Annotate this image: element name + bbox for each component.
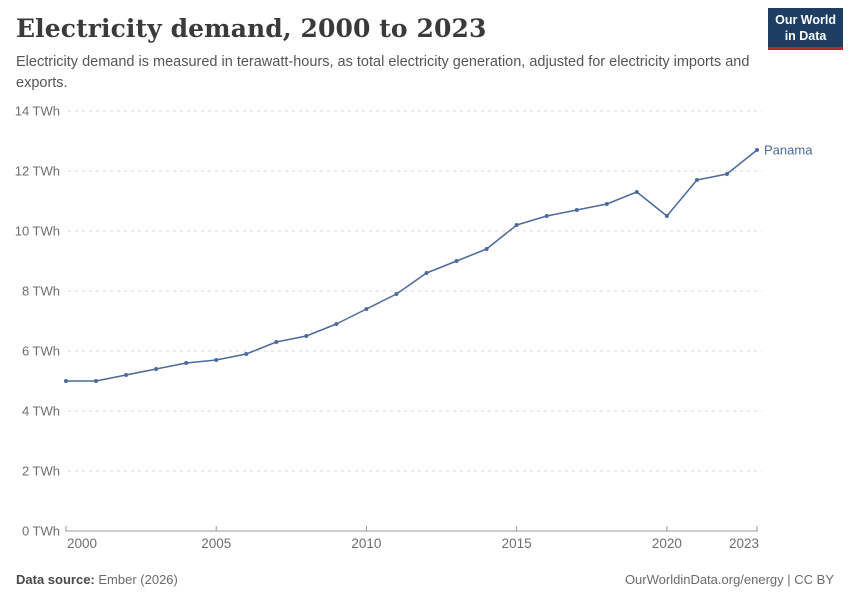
chart-title: Electricity demand, 2000 to 2023 <box>16 14 487 43</box>
x-axis-tick-label: 2005 <box>201 536 231 551</box>
data-source: Data source: Ember (2026) <box>16 572 178 587</box>
data-point[interactable] <box>184 361 189 365</box>
data-point[interactable] <box>694 178 699 182</box>
y-axis-tick-label: 14 TWh <box>15 104 60 119</box>
y-axis-tick-label: 8 TWh <box>22 284 60 299</box>
data-point[interactable] <box>424 271 429 275</box>
data-point[interactable] <box>544 214 549 218</box>
y-axis-tick-label: 4 TWh <box>22 404 60 419</box>
owid-logo[interactable]: Our World in Data <box>768 8 843 50</box>
data-source-label: Data source: <box>16 572 95 587</box>
data-point[interactable] <box>454 259 459 263</box>
data-point[interactable] <box>484 247 489 251</box>
y-axis-tick-label: 2 TWh <box>22 464 60 479</box>
data-line-panama[interactable] <box>65 149 758 382</box>
chart-header: Electricity demand, 2000 to 2023 Electri… <box>16 14 760 93</box>
data-point[interactable] <box>214 358 219 362</box>
y-axis-tick-label: 6 TWh <box>22 344 60 359</box>
y-axis-tick-label: 12 TWh <box>15 164 60 179</box>
data-point[interactable] <box>574 208 579 212</box>
data-source-value: Ember (2026) <box>98 572 178 587</box>
x-axis-tick-label: 2000 <box>67 536 97 551</box>
chart-canvas[interactable]: 0 TWh 2 TWh 4 TWh 6 TWh 8 TWh 10 TWh 12 TWh 14 … <box>0 95 850 555</box>
data-point[interactable] <box>634 190 639 194</box>
data-point[interactable] <box>364 307 369 311</box>
owid-credit-link[interactable]: OurWorldinData.org/energy | CC BY <box>624 572 834 587</box>
data-point[interactable] <box>124 373 129 377</box>
data-point[interactable] <box>604 202 609 206</box>
chart-footer: Data source: Ember (2026) OurWorldinData… <box>16 572 834 587</box>
data-point[interactable] <box>755 148 759 152</box>
data-point[interactable] <box>244 352 249 356</box>
data-point[interactable] <box>274 340 279 344</box>
y-axis-tick-label: 0 TWh <box>22 524 60 539</box>
data-point[interactable] <box>334 322 339 326</box>
x-axis-tick-label: 2023 <box>729 536 759 551</box>
chart-subtitle: Electricity demand is measured in terawa… <box>16 54 750 91</box>
owid-logo-line1: Our World <box>775 13 836 27</box>
data-point[interactable] <box>94 379 99 383</box>
series-label-panama[interactable]: Panama <box>764 143 813 158</box>
data-point[interactable] <box>394 292 399 296</box>
data-point[interactable] <box>664 214 669 218</box>
x-axis-tick-label: 2020 <box>652 536 682 551</box>
data-point[interactable] <box>304 334 309 338</box>
y-axis-tick-label: 10 TWh <box>15 224 60 239</box>
data-point[interactable] <box>514 223 519 227</box>
data-point[interactable] <box>154 367 159 371</box>
data-point[interactable] <box>64 379 68 383</box>
data-point[interactable] <box>724 172 729 176</box>
x-axis-tick-label: 2015 <box>502 536 532 551</box>
owid-logo-line2: in Data <box>784 29 827 43</box>
x-axis-tick-label: 2010 <box>351 536 381 551</box>
